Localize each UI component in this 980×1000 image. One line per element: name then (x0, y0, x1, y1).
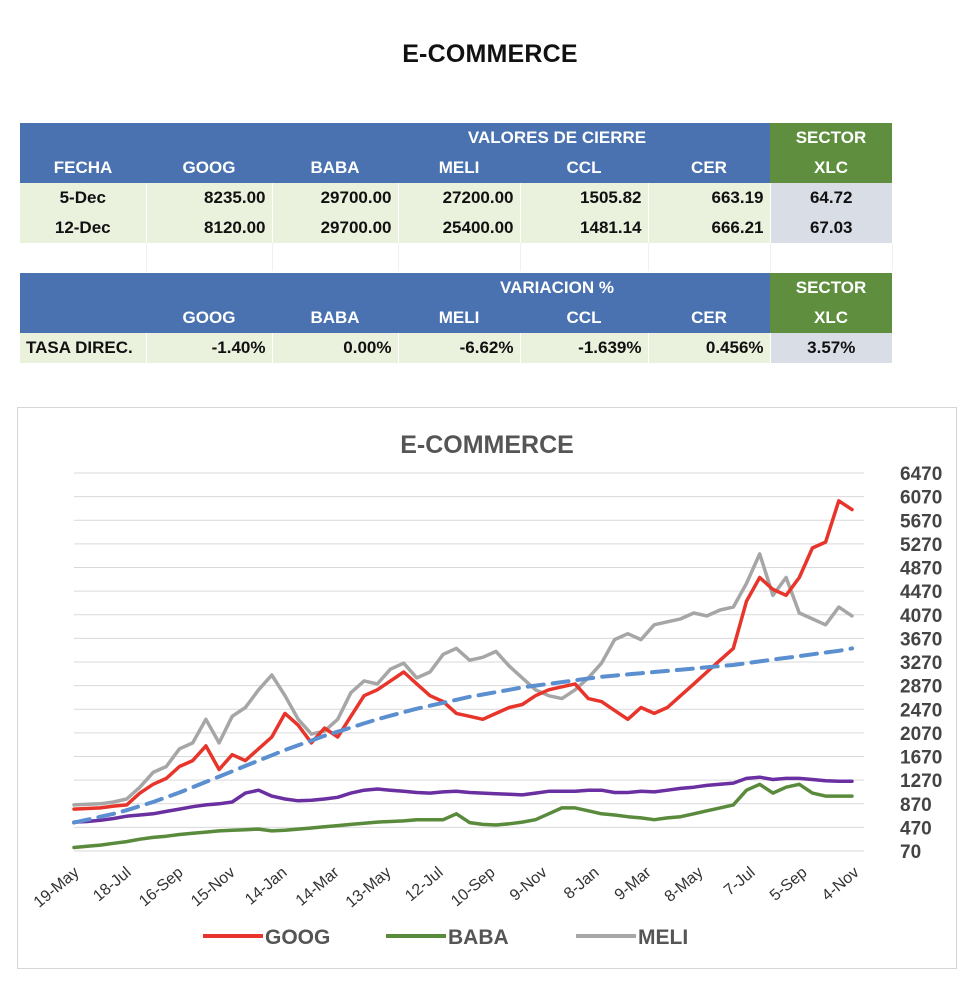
y-tick-label: 3670 (900, 629, 942, 650)
legend-label-baba: BABA (448, 926, 509, 949)
y-tick-label: 2470 (900, 700, 942, 721)
column-header: XLC (770, 303, 893, 333)
x-tick-label: 7-Jul (721, 864, 758, 899)
y-tick-label: 1670 (900, 748, 942, 769)
chart-title: E-COMMERCE (400, 431, 574, 459)
series-line-meli (72, 552, 854, 807)
closing-values-table: VALORES DE CIERRE SECTOR FECHA GOOG BABA… (20, 123, 893, 271)
x-tick-label: 4-Nov (819, 864, 863, 904)
column-header: BABA (272, 303, 398, 333)
table-cell: 67.03 (770, 213, 892, 243)
sector-header: SECTOR (770, 273, 893, 303)
table-cell: 29700.00 (272, 183, 399, 213)
table-cell: 3.57% (770, 333, 893, 363)
table-cell: 12-Dec (20, 213, 147, 243)
table-cell: 8120.00 (146, 213, 273, 243)
x-tick-label: 10-Sep (448, 864, 499, 910)
sector-header: SECTOR (770, 123, 892, 153)
table-cell: 5-Dec (20, 183, 147, 213)
x-tick-label: 16-Sep (136, 864, 187, 910)
table-row: 5-Dec 8235.00 29700.00 27200.00 1505.82 … (20, 183, 892, 213)
spacer-row (20, 243, 893, 271)
column-header: MELI (398, 303, 520, 333)
series-line-baba (72, 782, 854, 850)
column-header: CCL (520, 303, 648, 333)
column-header: XLC (770, 153, 892, 183)
x-tick-label: 15-Nov (188, 864, 238, 910)
variation-table: VARIACION % SECTOR GOOG BABA MELI CCL CE… (20, 273, 893, 363)
x-tick-label: 8-May (662, 864, 707, 906)
table-cell: 29700.00 (272, 213, 399, 243)
table-cell: 1481.14 (520, 213, 649, 243)
table-cell: 8235.00 (146, 183, 273, 213)
table-cell: TASA DIREC. (20, 333, 147, 363)
y-tick-label: 2070 (900, 724, 942, 745)
series-line-xlc (72, 775, 854, 824)
column-header: MELI (398, 153, 520, 183)
table-cell: 0.00% (272, 333, 399, 363)
table-cell: 663.19 (648, 183, 771, 213)
y-tick-label: 5270 (900, 535, 942, 556)
x-tick-label: 8-Jan (561, 864, 603, 903)
table-row: 12-Dec 8120.00 29700.00 25400.00 1481.14… (20, 213, 892, 243)
series-line-trend (72, 646, 854, 825)
table-row: TASA DIREC. -1.40% 0.00% -6.62% -1.639% … (20, 333, 893, 363)
chart-container: E-COMMERCE 70 470 870 1270 1670 2070 2470 2870 3… (17, 407, 957, 969)
legend-label-goog: GOOG (265, 926, 330, 949)
y-tick-label: 470 (900, 818, 932, 839)
y-tick-label: 6070 (900, 488, 942, 509)
column-header: FECHA (20, 153, 146, 183)
y-tick-label: 4470 (900, 582, 942, 603)
table-cell: 1505.82 (520, 183, 649, 213)
y-tick-label: 3270 (900, 653, 942, 674)
x-tick-label: 5-Sep (767, 864, 811, 905)
closing-values-column-headers: FECHA GOOG BABA MELI CCL CER XLC (20, 153, 892, 183)
table-cell: -6.62% (398, 333, 521, 363)
y-tick-label: 870 (900, 795, 932, 816)
column-header: CER (648, 303, 771, 333)
table-cell: 27200.00 (398, 183, 521, 213)
table-cell: 666.21 (648, 213, 771, 243)
x-tick-label: 9-Mar (612, 864, 655, 904)
table-cell: 64.72 (770, 183, 892, 213)
y-tick-label: 4070 (900, 606, 942, 627)
column-header: GOOG (146, 303, 272, 333)
y-tick-label: 4870 (900, 559, 942, 580)
column-header: CCL (520, 153, 648, 183)
series-line-goog (72, 499, 854, 811)
table-cell: 0.456% (648, 333, 771, 363)
page-title: E-COMMERCE (402, 40, 578, 68)
column-header: GOOG (146, 153, 272, 183)
table-cell: -1.639% (520, 333, 649, 363)
variation-group-header: VARIACION % (398, 273, 771, 303)
x-tick-label: 19-May (31, 864, 83, 911)
y-tick-label: 6470 (900, 464, 942, 485)
table-cell: -1.40% (146, 333, 273, 363)
x-tick-label: 18-Jul (90, 864, 134, 905)
closing-values-group-header: VALORES DE CIERRE (398, 123, 770, 153)
x-tick-label: 14-Mar (293, 864, 343, 910)
column-header: CER (648, 153, 770, 183)
x-tick-label: 12-Jul (402, 864, 446, 905)
column-header: BABA (272, 153, 398, 183)
y-tick-label: 2870 (900, 677, 942, 698)
x-tick-label: 9-Nov (507, 864, 551, 904)
x-tick-label: 14-Jan (242, 864, 290, 908)
table-cell: 25400.00 (398, 213, 521, 243)
y-tick-label: 1270 (900, 771, 942, 792)
y-tick-label: 70 (900, 842, 921, 863)
column-header (20, 303, 146, 333)
y-tick-label: 5670 (900, 511, 942, 532)
legend-label-meli: MELI (638, 926, 688, 949)
variation-column-headers: GOOG BABA MELI CCL CER XLC (20, 303, 893, 333)
x-tick-label: 13-May (343, 864, 395, 911)
